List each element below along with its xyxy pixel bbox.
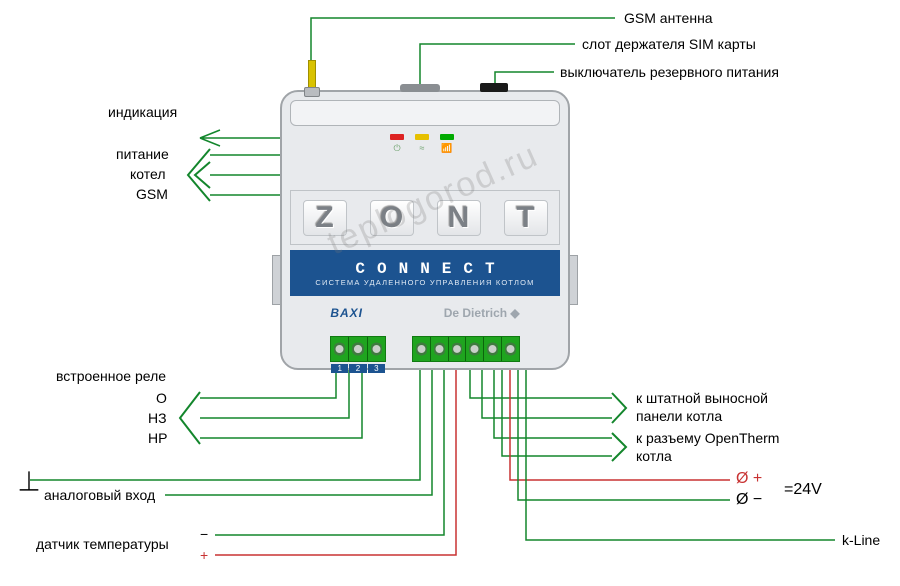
temp-plus: + (200, 547, 208, 563)
label-panel-2: панели котла (636, 408, 722, 424)
connect-band: CONNECT СИСТЕМА УДАЛЕННОГО УПРАВЛЕНИЯ КО… (290, 250, 560, 296)
sim-slot-icon (400, 84, 440, 92)
screw-2: 2 (349, 337, 367, 361)
brand-baxi: BAXI (330, 306, 363, 320)
label-ot-2: котла (636, 448, 672, 464)
zont-logo-panel: Z O N T (290, 190, 560, 245)
zont-device: ⏻ ≈ 📶 Z O N T CONNECT СИСТЕМА УДАЛЕННОГО… (280, 90, 570, 370)
gnd-left: ⏊ (20, 468, 38, 494)
logo-o: O (370, 200, 414, 236)
label-power: питание (116, 146, 169, 162)
antenna-base (304, 87, 320, 97)
label-builtin-relay: встроенное реле (56, 368, 166, 384)
logo-t: T (504, 200, 548, 236)
label-temp-sensor: датчик температуры (36, 536, 169, 552)
screw-r3 (449, 337, 467, 361)
terminal-block-left: 1 2 3 (330, 336, 386, 362)
label-backup-pwr: выключатель резервного питания (560, 64, 779, 80)
led-red (390, 134, 404, 140)
terminal-block-right (412, 336, 520, 362)
label-relay-o: O (156, 390, 167, 406)
label-24v: =24V (784, 481, 822, 499)
phi-plus: Ø + (736, 470, 762, 488)
gsm-antenna-icon (308, 60, 316, 90)
connect-title: CONNECT (355, 260, 506, 278)
led2-icon: ≈ (415, 143, 429, 153)
label-gsm: GSM (136, 186, 168, 202)
temp-minus: − (200, 526, 208, 542)
label-panel-1: к штатной выносной (636, 390, 768, 406)
logo-z: Z (303, 200, 347, 236)
screw-r4 (466, 337, 484, 361)
connect-sub: СИСТЕМА УДАЛЕННОГО УПРАВЛЕНИЯ КОТЛОМ (315, 278, 534, 287)
led3-icon: 📶 (440, 143, 454, 154)
screw-r6 (502, 337, 519, 361)
screw-r2 (431, 337, 449, 361)
phi-minus: Ø − (736, 491, 762, 509)
label-analog-in: аналоговый вход (44, 487, 155, 503)
screw-3: 3 (368, 337, 385, 361)
label-indication: индикация (108, 104, 177, 120)
led1-icon: ⏻ (390, 143, 404, 154)
backup-power-switch (480, 83, 508, 92)
label-boiler: котел (130, 166, 166, 182)
brand-dedietrich: De Dietrich ◆ (444, 306, 520, 320)
label-sim-slot: слот держателя SIM карты (582, 36, 756, 52)
label-kline: k-Line (842, 532, 880, 548)
top-bar (290, 100, 560, 126)
led-green (440, 134, 454, 140)
label-relay-nc: НЗ (148, 410, 167, 426)
label-gsm-antenna: GSM антенна (624, 10, 713, 26)
label-ot-1: к разъему OpenTherm (636, 430, 779, 446)
brand-row: BAXI De Dietrich ◆ (290, 302, 560, 324)
screw-r1 (413, 337, 431, 361)
screw-1: 1 (331, 337, 349, 361)
label-relay-no: НР (148, 430, 167, 446)
screw-r5 (484, 337, 502, 361)
logo-n: N (437, 200, 481, 236)
led-yellow (415, 134, 429, 140)
